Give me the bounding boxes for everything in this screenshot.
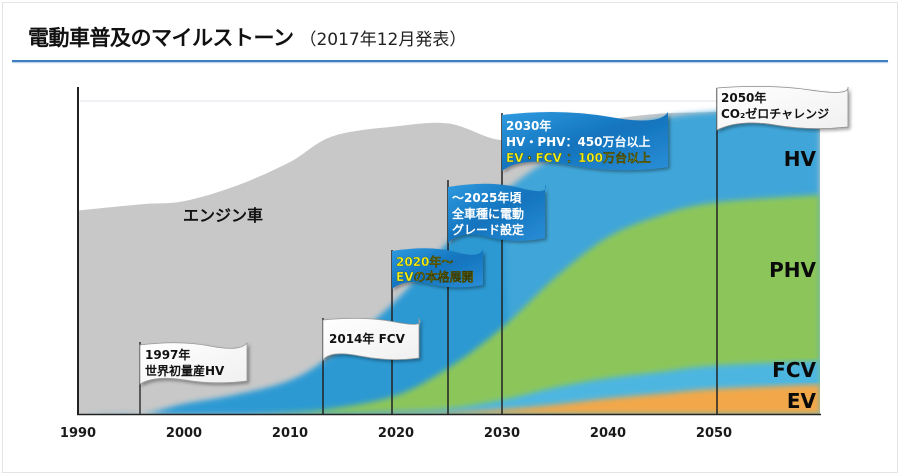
- x-tick-2040: 2040: [590, 426, 626, 441]
- flag-2025-line3: グレード設定: [452, 222, 524, 237]
- x-tick-2030: 2030: [484, 426, 520, 441]
- hv-series-label: HV: [784, 147, 817, 171]
- engine-area-label: エンジン車: [183, 206, 263, 225]
- flag-2020-line2: EVの本格展開: [396, 269, 474, 284]
- flag-banner: [139, 341, 248, 385]
- flag-2014-line1: 2014年 FCV: [329, 331, 406, 346]
- milestone-flag-2030: 2030年 HV・PHV：450万台以上 EV・FCV ：100万台以上: [502, 111, 668, 171]
- flag-1997-line2: 世界初量産HV: [145, 363, 225, 378]
- phv-series-label: PHV: [769, 258, 816, 282]
- milestone-flag-1997: 1997年 世界初量産HV: [139, 341, 248, 385]
- fcv-series-label: FCV: [772, 358, 816, 382]
- x-tick-2010: 2010: [272, 426, 308, 441]
- milestone-flag-2050: 2050年 CO₂ゼロチャレンジ: [716, 86, 849, 131]
- page-title: 電動車普及のマイルストーン （2017年12月発表）: [28, 22, 466, 52]
- flag-banner: [448, 183, 546, 243]
- title-main: 電動車普及のマイルストーン: [28, 26, 294, 50]
- area-phv: [79, 194, 820, 414]
- flag-banner: [716, 86, 849, 131]
- flag-2020-line1: 2020年～: [396, 254, 453, 269]
- milestone-flag-2020: 2020年～ EVの本格展開: [392, 248, 483, 289]
- x-tick-2020: 2020: [378, 426, 414, 441]
- x-tick-2000: 2000: [166, 426, 202, 441]
- flag-2025-line2: 全車種に電動: [451, 206, 524, 221]
- x-tick-labels: 1990 2000 2010 2020 2030 2040 2050: [60, 426, 732, 441]
- flag-2050-line2: CO₂ゼロチャレンジ: [721, 106, 829, 121]
- title-sub: （2017年12月発表）: [299, 30, 467, 50]
- flag-2030-line3: EV・FCV ：100万台以上: [506, 150, 651, 165]
- title-underline: [12, 60, 888, 62]
- flag-1997-line1: 1997年: [145, 347, 190, 362]
- x-tick-1990: 1990: [60, 426, 96, 441]
- flag-2030-line2: HV・PHV：450万台以上: [506, 134, 651, 149]
- flag-banner: [502, 111, 668, 171]
- ev-series-label: EV: [787, 389, 817, 413]
- flag-banner: [392, 248, 483, 289]
- x-tick-2050: 2050: [696, 426, 732, 441]
- flag-2025-line1: ～2025年頃: [452, 190, 522, 205]
- milestone-flag-2014: 2014年 FCV: [322, 317, 421, 362]
- flag-2030-line1: 2030年: [506, 118, 551, 133]
- area-ev: [79, 384, 820, 414]
- milestone-flag-2025: ～2025年頃 全車種に電動 グレード設定: [448, 183, 546, 243]
- flag-2050-line1: 2050年: [721, 90, 766, 105]
- flag-banner: [322, 317, 421, 362]
